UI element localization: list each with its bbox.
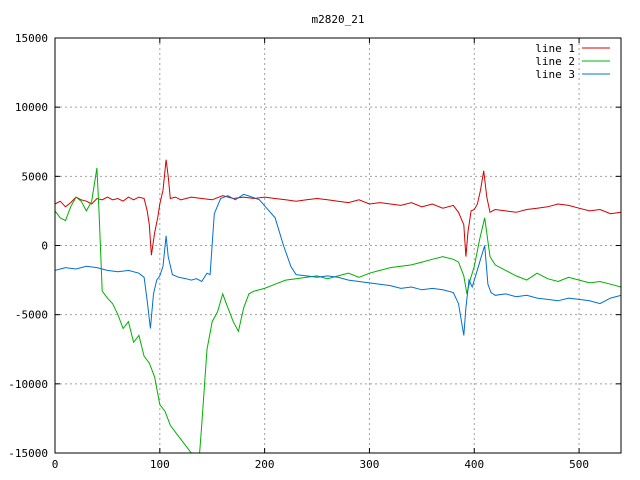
axis-ticks: 0 100 200 300 400 500 -15000 -10000 -5000 0 5000 10… <box>8 32 621 471</box>
x-tick-label: 300 <box>360 458 380 471</box>
y-tick-label: 10000 <box>15 101 48 114</box>
x-tick-label: 100 <box>150 458 170 471</box>
x-tick-label: 400 <box>464 458 484 471</box>
legend-label: line 2 <box>535 55 575 68</box>
x-tick-label: 500 <box>569 458 589 471</box>
grid-lines <box>55 38 621 453</box>
x-tick-label: 0 <box>52 458 59 471</box>
y-tick-label: 5000 <box>22 170 49 183</box>
x-tick-label: 200 <box>255 458 275 471</box>
series-line-1 <box>55 159 621 257</box>
y-tick-label: -5000 <box>15 309 48 322</box>
y-tick-label: -15000 <box>8 447 48 460</box>
series-lines <box>55 159 621 453</box>
y-tick-label: 0 <box>41 240 48 253</box>
chart-title: m2820_21 <box>312 13 365 26</box>
y-tick-label: 15000 <box>15 32 48 45</box>
series-line-3 <box>55 193 621 336</box>
legend-label: line 3 <box>535 68 575 81</box>
series-line-2 <box>55 167 621 453</box>
legend-label: line 1 <box>535 42 575 55</box>
y-tick-label: -10000 <box>8 378 48 391</box>
